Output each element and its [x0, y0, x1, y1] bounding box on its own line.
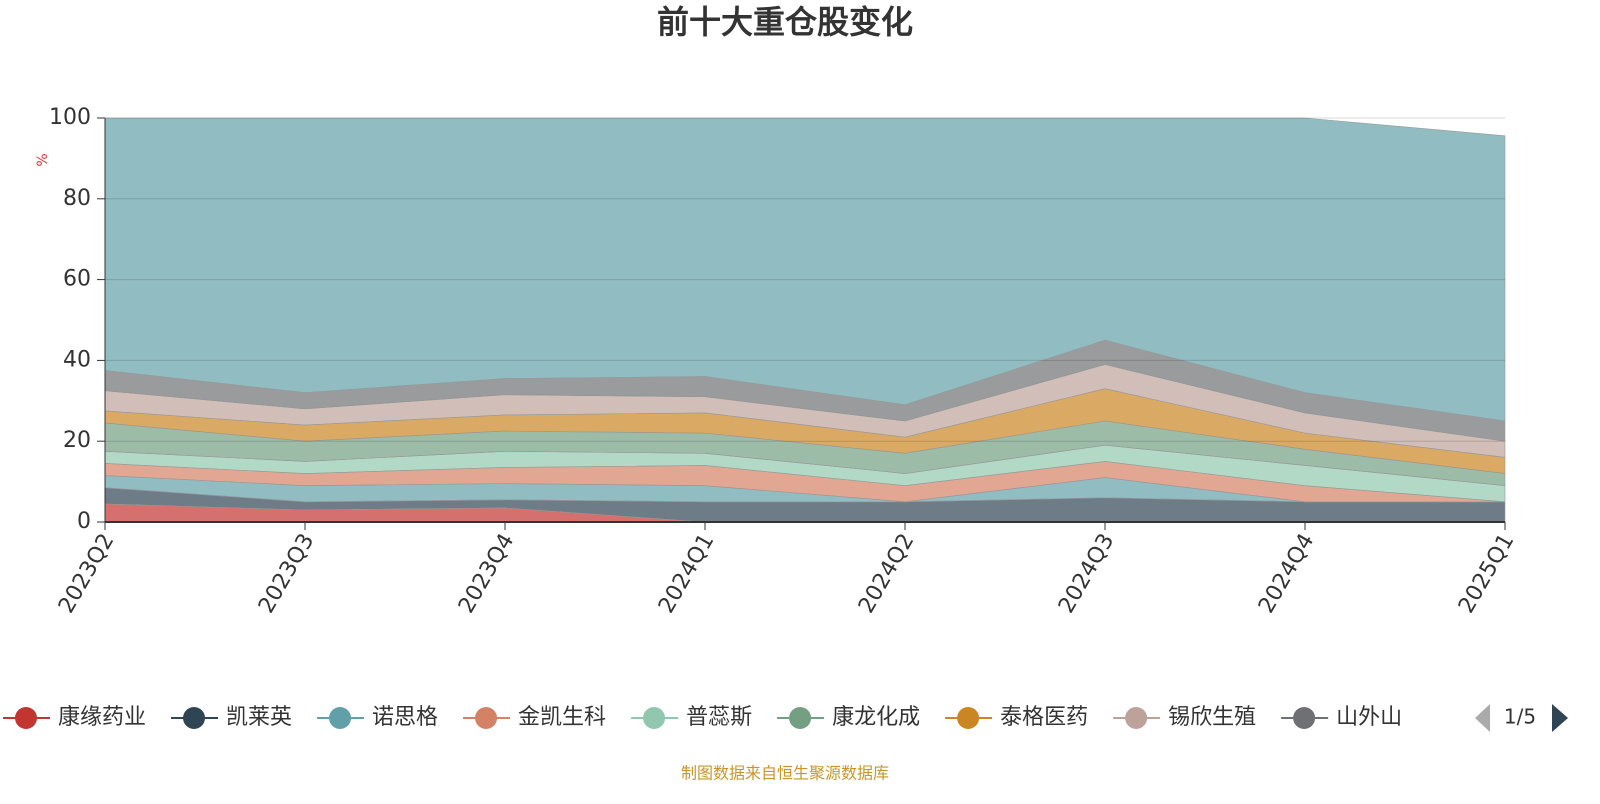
legend-item[interactable]: 金凯生科	[463, 705, 606, 730]
x-tick-label: 2023Q4	[454, 530, 519, 618]
x-tick-label: 2023Q3	[254, 530, 319, 618]
legend-label: 锡欣生殖	[1168, 705, 1256, 730]
legend-item[interactable]: 康缘药业	[3, 705, 146, 730]
x-tick-label: 2025Q1	[1454, 530, 1519, 618]
legend-prev[interactable]	[1475, 704, 1490, 732]
y-tick-label: 60	[63, 267, 91, 292]
y-axis-label: %	[35, 153, 51, 166]
x-tick-label: 2024Q2	[854, 530, 919, 618]
legend-item[interactable]: 普蕊斯	[631, 705, 752, 730]
legend-page: 1/5	[1504, 705, 1536, 729]
legend-item[interactable]: 凯莱英	[171, 705, 292, 730]
area	[104, 117, 1506, 422]
legend-item[interactable]: 泰格医药	[945, 705, 1088, 730]
legend-item[interactable]: 锡欣生殖	[1113, 705, 1256, 730]
legend-label: 山外山	[1336, 705, 1402, 730]
legend-label: 金凯生科	[518, 705, 606, 730]
legend-label: 泰格医药	[1000, 705, 1088, 730]
y-tick-label: 40	[63, 347, 91, 372]
x-tick-label: 2024Q3	[1054, 530, 1119, 618]
legend-marker	[643, 707, 666, 729]
legend-marker	[1293, 707, 1316, 729]
source-note: 制图数据来自恒生聚源数据库	[681, 764, 889, 783]
legend-marker	[15, 707, 37, 729]
legend-next[interactable]	[1552, 704, 1568, 732]
legend-item[interactable]: 康龙化成	[777, 705, 920, 730]
legend-label: 普蕊斯	[686, 705, 752, 730]
x-tick-label: 2024Q4	[1254, 530, 1319, 618]
areas	[104, 117, 1506, 523]
legend-marker	[1125, 707, 1148, 729]
y-tick-label: 0	[77, 509, 91, 534]
y-tick-label: 80	[63, 186, 91, 211]
legend-marker	[183, 707, 206, 729]
x-tick-label: 2023Q2	[54, 530, 119, 618]
legend-marker	[329, 707, 352, 729]
x-tick-label: 2024Q1	[654, 530, 719, 618]
y-tick-label: 100	[49, 105, 91, 130]
chart-title: 前十大重仓股变化	[657, 3, 913, 41]
legend-marker	[957, 707, 980, 729]
legend-marker	[475, 707, 498, 729]
y-tick-label: 20	[63, 428, 91, 453]
legend-label: 诺思格	[372, 705, 438, 730]
legend-label: 康龙化成	[832, 705, 920, 730]
legend-label: 康缘药业	[58, 705, 146, 730]
legend-item[interactable]: 诺思格	[317, 705, 438, 730]
legend-label: 凯莱英	[226, 705, 292, 730]
legend-item[interactable]: 山外山	[1281, 705, 1402, 730]
legend-marker	[789, 707, 812, 729]
